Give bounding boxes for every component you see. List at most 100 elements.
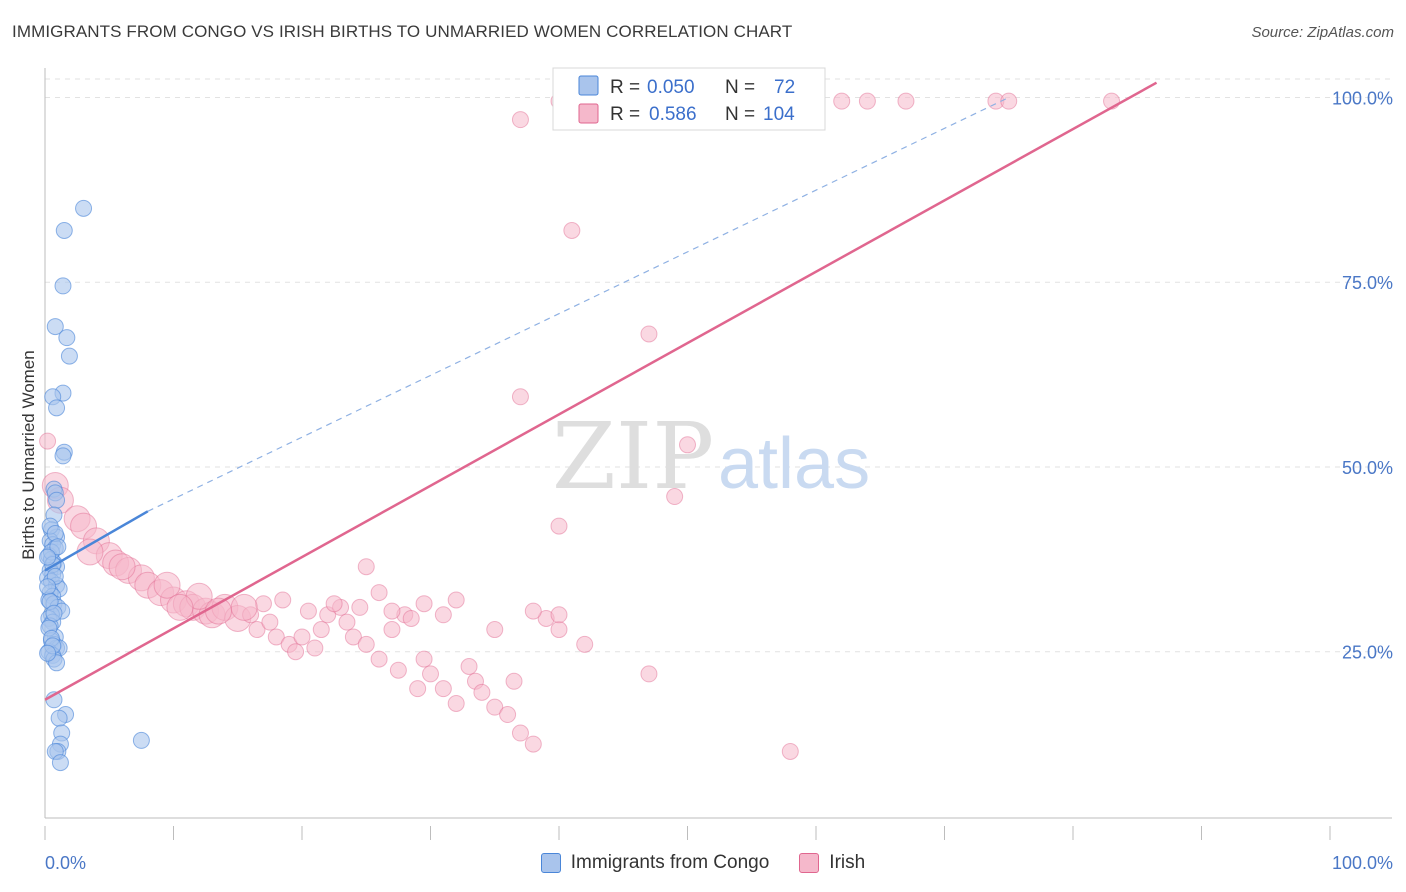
congo-point (49, 538, 67, 556)
irish-point (524, 735, 542, 753)
irish-point (434, 680, 452, 698)
irish-point (486, 621, 504, 639)
irish-point (248, 621, 266, 639)
irish-point (833, 92, 851, 110)
irish-point (511, 111, 529, 129)
irish-point (108, 553, 136, 581)
irish-point (267, 628, 285, 646)
irish-point (422, 665, 439, 683)
congo-point (39, 578, 57, 596)
irish-point (460, 658, 478, 676)
irish-point (486, 698, 504, 716)
irish-point (274, 591, 292, 609)
irish-point (511, 724, 529, 742)
legend-n-label-1: N = (725, 77, 755, 98)
irish-point (351, 598, 369, 616)
irish-point (230, 593, 258, 621)
irish-point (511, 388, 529, 406)
congo-point (54, 277, 72, 295)
irish-point (563, 221, 581, 239)
irish-point (640, 325, 658, 343)
irish-trend-line (44, 81, 1158, 701)
congo-points (39, 199, 150, 772)
irish-point (897, 92, 915, 110)
irish-point (434, 606, 452, 624)
congo-point (51, 754, 69, 772)
irish-point (204, 597, 232, 625)
irish-point (550, 621, 568, 639)
irish-point (781, 742, 799, 760)
irish-point (402, 609, 420, 627)
irish-point (576, 635, 594, 653)
watermark-zip: ZIP (552, 403, 714, 510)
irish-point (679, 436, 696, 454)
irish-point (505, 672, 523, 690)
tick-labels: 25.0% 50.0% 75.0% 100.0% 0.0% 100.0% (45, 88, 1393, 873)
irish-point (524, 602, 542, 620)
x-tick-label-end: 100.0% (1332, 853, 1393, 873)
irish-point (39, 432, 57, 450)
watermark: ZIP atlas (552, 403, 870, 510)
congo-point (48, 491, 66, 509)
irish-point (338, 613, 356, 631)
irish-point (550, 517, 568, 535)
legend-swatch-irish (799, 853, 820, 873)
irish-point (261, 613, 279, 631)
irish-point (447, 694, 465, 712)
irish-point (389, 661, 407, 679)
irish-point (383, 621, 401, 639)
irish-point (447, 591, 465, 609)
congo-point (75, 199, 93, 217)
congo-point (54, 447, 72, 465)
congo-point (60, 347, 78, 365)
chart-title: IMMIGRANTS FROM CONGO VS IRISH BIRTHS TO… (12, 22, 793, 41)
legend-label-irish: Irish (829, 852, 866, 873)
congo-trend-line (44, 510, 149, 572)
legend-swatch-pink (578, 103, 599, 124)
y-tick-label: 100.0% (1332, 88, 1393, 108)
legend-swatch-congo (540, 853, 561, 873)
irish-point (312, 621, 330, 639)
grid (45, 78, 1395, 653)
legend-item-congo[interactable]: Immigrants from Congo (540, 852, 770, 874)
x-tick-label-start: 0.0% (45, 853, 86, 873)
congo-point (45, 604, 63, 622)
legend-n-label-2: N = (725, 104, 755, 125)
irish-point (254, 595, 272, 613)
irish-point (415, 650, 433, 668)
legend-item-irish[interactable]: Irish (799, 852, 865, 874)
irish-point (344, 628, 362, 646)
irish-point (306, 639, 324, 657)
y-tick-label: 75.0% (1342, 273, 1393, 293)
irish-point (76, 538, 104, 566)
y-tick-label: 50.0% (1342, 458, 1393, 478)
stats-legend: R = 0.050 N = 72 R = 0.586 N = 104 (552, 67, 826, 131)
irish-point (166, 593, 194, 621)
irish-point (153, 571, 181, 599)
irish-point (473, 683, 491, 701)
irish-point (357, 635, 375, 653)
irish-point (370, 584, 388, 602)
legend-n-value-2: 104 (763, 104, 795, 125)
irish-point (357, 558, 375, 576)
legend-r-label-1: R = (610, 77, 640, 98)
legend-swatch-blue (578, 75, 599, 96)
irish-point (299, 602, 317, 620)
congo-point (46, 318, 64, 336)
congo-point (39, 644, 57, 662)
irish-point (640, 665, 658, 683)
irish-point (325, 595, 343, 613)
irish-point (383, 602, 401, 620)
legend-label-congo: Immigrants from Congo (570, 852, 770, 873)
irish-point (550, 606, 568, 624)
congo-point (39, 548, 57, 566)
legend-r-value-1: 0.050 (647, 77, 695, 98)
irish-point (287, 643, 305, 661)
irish-point (499, 706, 517, 724)
congo-point (132, 731, 150, 749)
congo-point (55, 221, 73, 239)
series-legend: Immigrants from Congo Irish (0, 852, 1406, 874)
watermark-atlas: atlas (718, 424, 870, 504)
y-axis-title: Births to Unmarried Women (19, 350, 38, 559)
